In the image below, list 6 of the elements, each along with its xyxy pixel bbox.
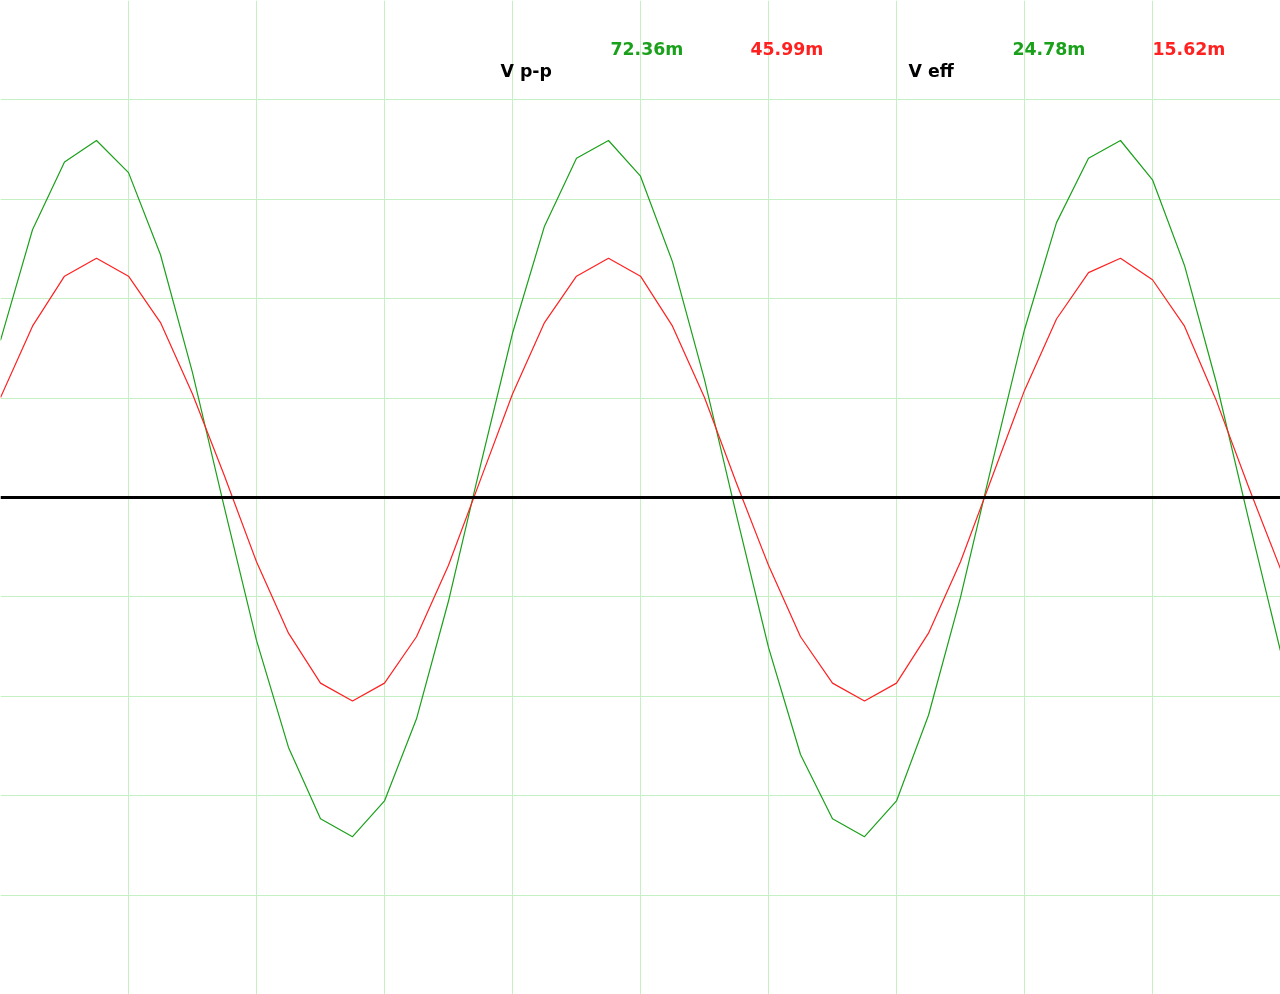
text: V eff [908, 60, 955, 81]
text: 15.62m [1152, 38, 1226, 59]
text: 24.78m [1012, 38, 1086, 59]
text: 45.99m [750, 38, 824, 59]
text: 72.36m [610, 38, 684, 59]
text: V p-p [500, 60, 552, 81]
